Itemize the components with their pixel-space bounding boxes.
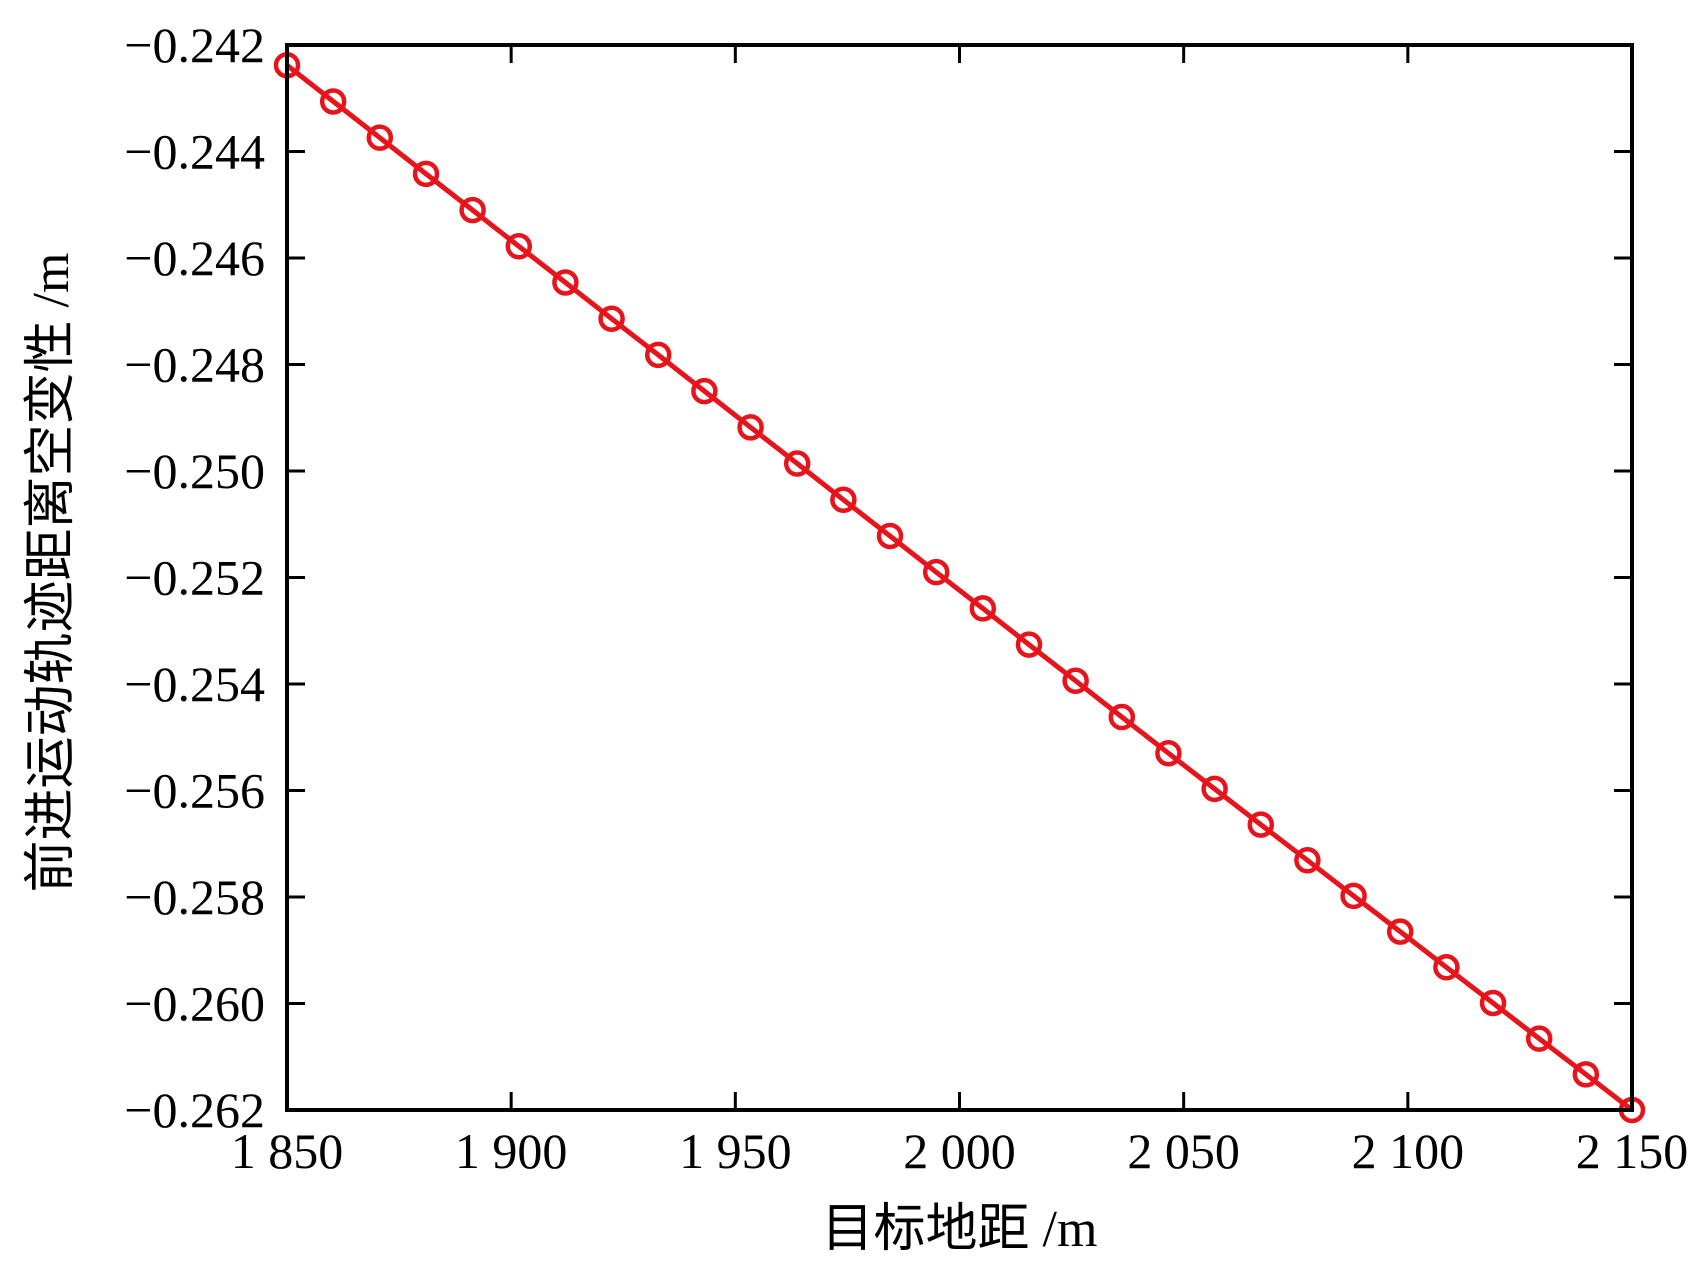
data-point-marker [1108, 703, 1136, 731]
data-point-marker [969, 595, 997, 622]
y-tick-label: −0.260 [124, 976, 265, 1032]
data-point-marker [1155, 739, 1182, 767]
x-axis-title: 目标地距 /m [822, 1201, 1098, 1258]
data-point-marker [1294, 847, 1321, 874]
data-point-marker [552, 269, 579, 296]
x-tick-label: 2 050 [1127, 1123, 1240, 1179]
y-tick-label: −0.254 [124, 656, 265, 712]
data-point-marker [1525, 1025, 1553, 1052]
data-point-marker [1386, 918, 1414, 945]
data-point-marker [1247, 811, 1275, 838]
y-tick-label: −0.250 [124, 443, 265, 499]
y-tick-label: −0.242 [124, 17, 265, 73]
data-point-marker [737, 414, 764, 441]
data-point-marker [319, 88, 347, 115]
y-tick-label: −0.258 [124, 869, 265, 925]
y-tick-label: −0.244 [124, 124, 265, 180]
y-axis-title: 前进运动轨迹距离空变性 /m [23, 253, 80, 893]
y-tick-label: −0.252 [124, 550, 265, 606]
y-tick-label: −0.246 [124, 230, 265, 286]
data-point-marker [459, 196, 486, 224]
y-tick-label: −0.262 [124, 1082, 265, 1138]
series-layer [273, 51, 1646, 1124]
x-tick-label: 1 850 [231, 1123, 344, 1179]
data-point-marker [1479, 989, 1507, 1017]
data-point-marker [644, 341, 672, 369]
plot-frame [285, 43, 1634, 1112]
x-tick-label: 1 900 [455, 1123, 568, 1179]
data-point-marker [505, 233, 533, 260]
y-tick-label: −0.256 [124, 763, 265, 819]
ticks-layer [285, 43, 1634, 1112]
series-line [285, 63, 1634, 1112]
x-tick-label: 2 000 [903, 1123, 1016, 1179]
data-point-marker [1572, 1061, 1600, 1088]
data-point-marker [366, 124, 394, 151]
data-point-marker [1062, 667, 1089, 695]
data-point-marker [412, 160, 440, 188]
data-point-marker [1433, 954, 1460, 981]
data-point-marker [598, 305, 625, 332]
x-tick-label: 1 950 [679, 1123, 792, 1179]
data-point-marker [830, 486, 857, 514]
x-tick-label: 2 100 [1352, 1123, 1465, 1179]
data-point-marker [691, 377, 718, 405]
data-point-marker [783, 450, 811, 477]
data-point-marker [1340, 882, 1367, 910]
data-point-marker [922, 558, 950, 586]
y-tick-label: −0.248 [124, 337, 265, 393]
labels-layer: 1 850 1 900 1 950 2 000 2 050 2 100 2 150 −0.24… [124, 17, 1688, 1179]
data-point-marker [876, 522, 904, 550]
x-tick-label: 2 150 [1576, 1123, 1689, 1179]
data-point-marker [1015, 631, 1043, 658]
data-point-marker [1201, 775, 1228, 803]
